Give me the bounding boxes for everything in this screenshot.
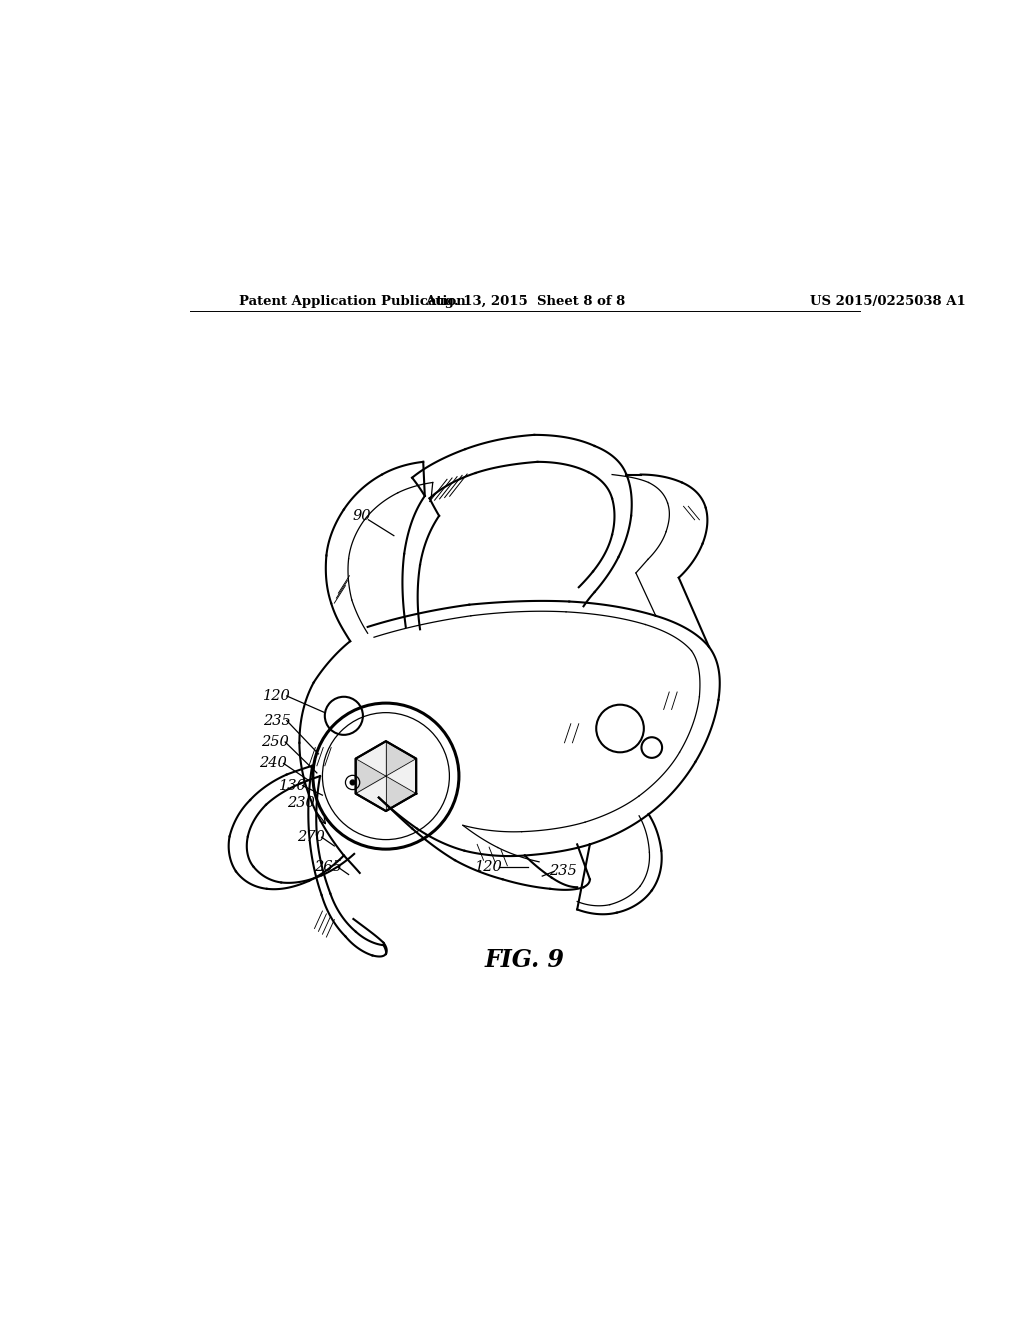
- Text: 240: 240: [259, 756, 287, 771]
- Text: Aug. 13, 2015  Sheet 8 of 8: Aug. 13, 2015 Sheet 8 of 8: [425, 296, 625, 308]
- Text: 120: 120: [475, 859, 503, 874]
- Polygon shape: [386, 742, 416, 776]
- Text: 120: 120: [263, 689, 291, 704]
- Text: 90: 90: [353, 508, 372, 523]
- Polygon shape: [355, 776, 386, 810]
- Text: 230: 230: [287, 796, 314, 810]
- Polygon shape: [386, 776, 416, 810]
- Text: 235: 235: [549, 865, 577, 878]
- Text: 130: 130: [280, 779, 307, 792]
- Text: FIG. 9: FIG. 9: [484, 948, 565, 973]
- Circle shape: [350, 780, 355, 785]
- Polygon shape: [386, 759, 416, 793]
- Text: 265: 265: [314, 861, 342, 874]
- Text: Patent Application Publication: Patent Application Publication: [240, 296, 466, 308]
- Text: 235: 235: [263, 714, 291, 727]
- Polygon shape: [355, 759, 386, 793]
- Text: US 2015/0225038 A1: US 2015/0225038 A1: [811, 296, 967, 308]
- Polygon shape: [355, 742, 386, 776]
- Text: 270: 270: [297, 830, 325, 845]
- Text: 250: 250: [261, 735, 289, 748]
